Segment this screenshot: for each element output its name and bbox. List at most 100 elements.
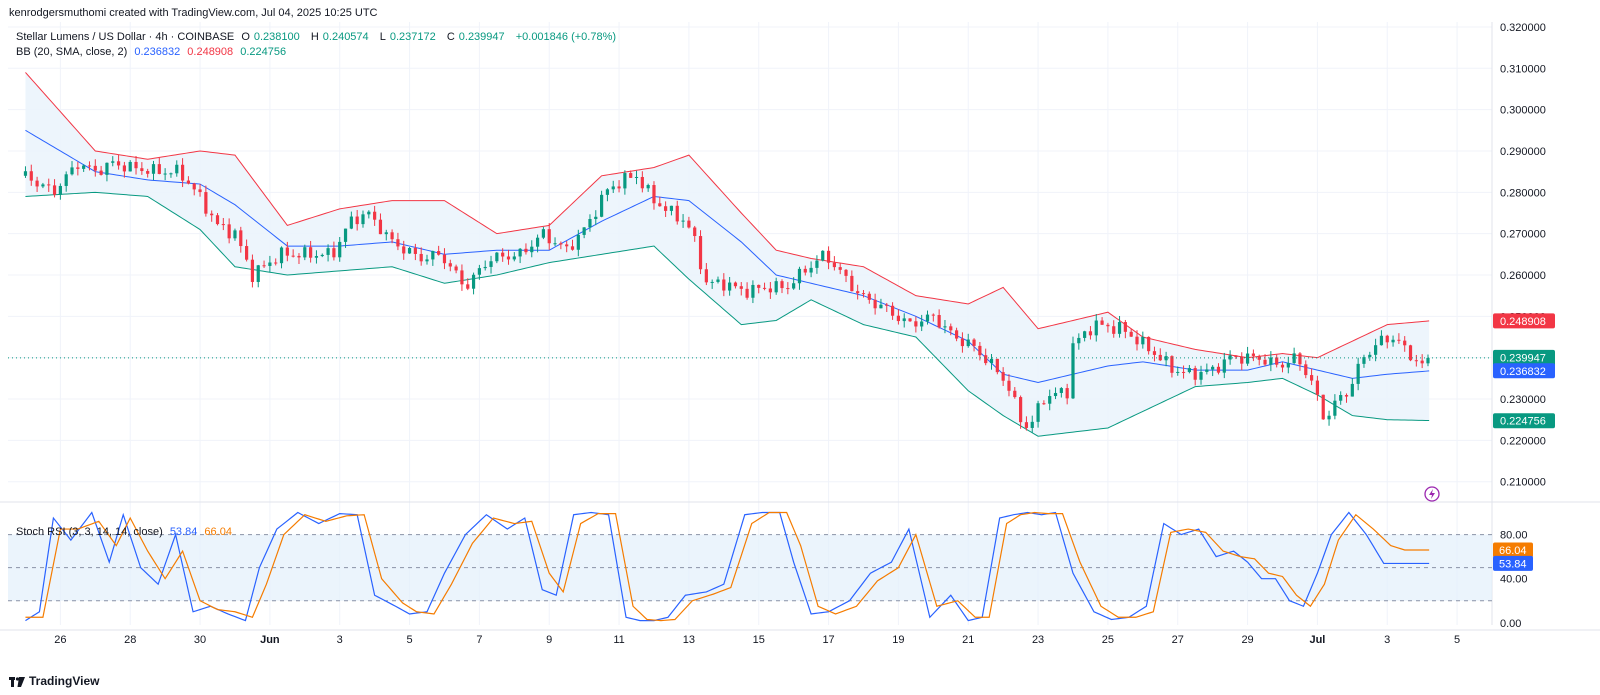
price-badge: [1493, 313, 1555, 329]
time-tick-label: 23: [1032, 634, 1044, 646]
candle-body: [349, 216, 353, 229]
price-tick-label: 0.220000: [1500, 435, 1546, 447]
candle-body: [1420, 360, 1424, 364]
time-axis: 26 28 30 Jun 3 5 7 9 11 13 15 17 19 21 23 25 27 29 Jul 3 5: [54, 634, 1460, 646]
candle-body: [506, 256, 511, 260]
price-tick-label: 0.230000: [1500, 394, 1546, 406]
candle-body: [1379, 335, 1384, 346]
high-label: H 0.240574: [310, 31, 369, 43]
candle-body: [367, 211, 371, 215]
candle-body: [879, 304, 883, 309]
candle-body: [1228, 355, 1232, 360]
price-axis: 0.320000 0.310000 0.300000 0.290000 0.280000…: [1493, 22, 1555, 489]
candle-body: [890, 305, 895, 316]
candle-body: [41, 184, 45, 187]
candle-body: [245, 246, 249, 260]
candle-body: [1117, 322, 1122, 334]
main-legend: Stellar Lumens / US Dollar · 4h · COINBA…: [16, 30, 620, 60]
candle-body: [1053, 392, 1058, 397]
candle-body: [58, 185, 62, 195]
candle-body: [175, 164, 179, 174]
candle-body: [425, 259, 429, 262]
candle-body: [355, 216, 359, 225]
candle-body: [995, 358, 999, 373]
price-badge-label: 0.239947: [1500, 352, 1546, 364]
candle-body: [1181, 371, 1186, 373]
candle-body: [122, 165, 126, 172]
candle-body: [1164, 356, 1168, 361]
time-tick-label: 9: [546, 634, 552, 646]
stoch-k-value: 53.84: [169, 526, 198, 538]
candle-body: [1344, 395, 1349, 397]
change-value: +0.001846 (+0.78%): [515, 31, 617, 43]
candle-body: [47, 184, 51, 186]
tradingview-footer[interactable]: TradingView: [9, 674, 99, 688]
open-label: O 0.238100: [241, 31, 300, 43]
candle-body: [64, 174, 68, 186]
candle-body: [198, 189, 202, 193]
candle-body: [547, 229, 551, 244]
candle-body: [268, 262, 272, 266]
low-label: L 0.237172: [379, 31, 436, 43]
time-tick-label: 27: [1172, 634, 1184, 646]
bb-upper-line: [25, 72, 1430, 359]
candle-body: [937, 315, 941, 328]
candle-body: [698, 236, 703, 270]
candle-body: [99, 170, 103, 175]
candle-body: [1065, 388, 1069, 399]
candle-body: [1019, 397, 1023, 423]
candle-body: [1251, 353, 1255, 356]
candle-body: [757, 284, 761, 288]
candle-body: [471, 274, 476, 289]
candle-body: [745, 288, 749, 298]
candle-body: [1414, 360, 1418, 362]
time-tick-label: 17: [822, 634, 834, 646]
candle-body: [1292, 353, 1296, 364]
candle-body: [559, 243, 563, 245]
flash-icon: [1424, 486, 1440, 502]
candle-body: [600, 194, 604, 217]
candle-body: [535, 237, 540, 247]
candle-body: [1298, 353, 1302, 365]
candle-body: [1240, 357, 1244, 364]
bb-indicator-label[interactable]: BB (20, SMA, close, 2): [16, 46, 128, 58]
candle-body: [233, 230, 237, 239]
candle-body: [1170, 356, 1174, 373]
candle-body: [1024, 422, 1029, 428]
candle-body: [920, 321, 924, 327]
candle-body: [466, 284, 470, 289]
candle-body: [687, 220, 691, 228]
candle-body: [221, 224, 225, 226]
time-tick-label: 30: [194, 634, 206, 646]
candle-body: [326, 248, 330, 255]
candle-body: [629, 173, 633, 178]
candle-body: [925, 314, 930, 322]
candle-body: [646, 185, 650, 189]
candle-body: [157, 164, 161, 174]
footer-brand: TradingView: [29, 674, 100, 688]
candle-body: [751, 284, 755, 298]
price-badge: [1493, 413, 1555, 429]
candle-body: [570, 246, 575, 250]
stoch-d-value: 66.04: [204, 526, 232, 538]
candle-body: [605, 189, 610, 195]
price-badge-label: 0.236832: [1500, 366, 1546, 378]
candle-body: [611, 186, 615, 190]
candle-body: [1147, 336, 1151, 352]
candle-body: [931, 314, 935, 316]
stoch-tick-label: 80.00: [1500, 530, 1528, 542]
candle-body: [960, 338, 965, 347]
candle-body: [431, 251, 435, 260]
candle-body: [582, 227, 586, 235]
stoch-indicator-label[interactable]: Stoch RSI (3, 3, 14, 14, close): [16, 526, 163, 538]
time-tick-label: 28: [124, 634, 136, 646]
candle-body: [1088, 331, 1093, 336]
candle-body: [1211, 366, 1215, 370]
candle-body: [477, 268, 481, 275]
candle-body: [309, 247, 313, 258]
candle-body: [1135, 336, 1139, 345]
candle-body: [1350, 383, 1354, 397]
candle-body: [1112, 326, 1116, 334]
candle-body: [70, 167, 74, 175]
